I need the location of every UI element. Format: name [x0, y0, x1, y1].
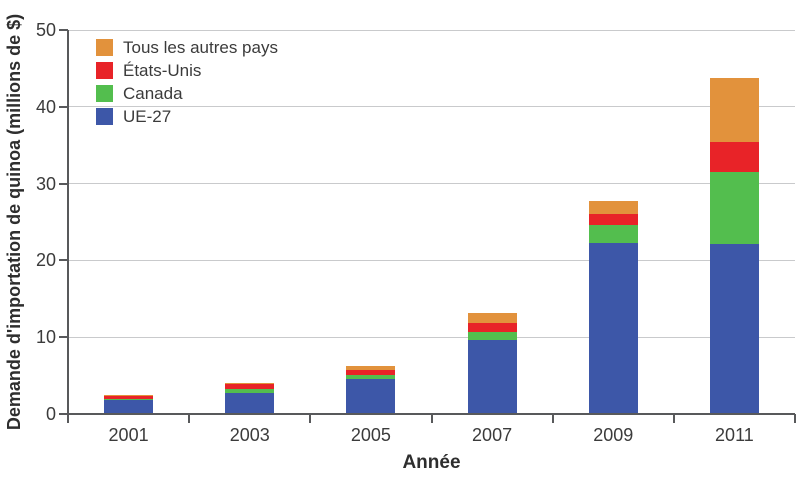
bar-2005: [346, 30, 396, 414]
y-tick-label-20: 20: [35, 250, 56, 271]
x-tick-4: [551, 414, 554, 423]
y-axis-title: Demande d'importation de quinoa (million…: [4, 13, 24, 431]
x-tick-label-2001: 2001: [108, 425, 149, 445]
y-tick-label-0: 0: [45, 404, 56, 424]
bar-2001: [104, 30, 154, 414]
legend-label-UE-27: UE-27: [123, 107, 172, 126]
bar-segment-2011-Tous les autres pays: [709, 78, 759, 143]
bar-segment-2003-Tous les autres pays: [225, 382, 275, 384]
bar-segment-2003-Canada: [225, 389, 275, 393]
bar-segment-2011-États-Unis: [709, 142, 759, 173]
legend-swatch-États-Unis: [96, 62, 113, 79]
y-tick-40: [59, 105, 68, 108]
bar-2007: [467, 30, 517, 414]
x-tick-label-2007: 2007: [472, 425, 513, 445]
legend-swatch-Canada: [96, 85, 113, 102]
y-tick-label-50: 50: [35, 20, 56, 40]
x-tick-label-2009: 2009: [593, 425, 634, 445]
y-tick-30: [59, 182, 68, 185]
x-tick-label-2005: 2005: [350, 425, 391, 445]
bar-segment-2007-Tous les autres pays: [467, 312, 517, 323]
bar-segment-2003-UE-27: [225, 392, 275, 414]
gridline-40: [68, 106, 795, 108]
x-tick-label-2003: 2003: [229, 425, 270, 445]
x-tick-5: [672, 414, 675, 423]
x-tick-2: [309, 414, 312, 423]
bar-segment-2005-UE-27: [346, 378, 396, 414]
bar-segment-2005-Tous les autres pays: [346, 365, 396, 371]
legend-label-Tous les autres pays: Tous les autres pays: [123, 38, 278, 57]
y-tick-label-10: 10: [35, 327, 56, 348]
x-tick-0: [67, 414, 69, 423]
bar-2003: [225, 30, 275, 414]
bar-segment-2009-UE-27: [588, 242, 638, 414]
bar-segment-2005-États-Unis: [346, 370, 396, 375]
plot-area: Tous les autres pays États-Unis Canada UE-2…: [59, 29, 796, 423]
x-tick-3: [430, 414, 433, 423]
x-tick-6: [794, 414, 796, 423]
bar-segment-2011-UE-27: [709, 243, 759, 414]
bar-segment-2001-États-Unis: [104, 396, 154, 399]
y-tick-20: [59, 259, 68, 262]
gridline-10: [68, 336, 795, 338]
y-tick-label-40: 40: [35, 96, 56, 117]
y-axis-line: [67, 30, 69, 414]
bar-segment-2001-Canada: [104, 398, 154, 401]
x-tick-1: [188, 414, 191, 423]
bar-segment-2001-UE-27: [104, 400, 154, 414]
bar-2009: [588, 30, 638, 414]
y-tick-0: [59, 413, 68, 415]
bar-segment-2007-Canada: [467, 331, 517, 340]
bar-segment-2005-Canada: [346, 374, 396, 379]
gridline-30: [68, 183, 795, 185]
bar-segment-2009-États-Unis: [588, 214, 638, 226]
y-tick-10: [59, 336, 68, 339]
x-tick-label-2011: 2011: [715, 425, 754, 445]
legend-label-Canada: Canada: [123, 84, 183, 103]
bar-2011: [709, 30, 759, 414]
bar-segment-2011-Canada: [709, 172, 759, 244]
y-tick-50: [59, 29, 68, 31]
y-tick-label-30: 30: [35, 173, 56, 194]
bar-segment-2007-UE-27: [467, 339, 517, 414]
legend-swatch-UE-27: [96, 108, 113, 125]
legend-swatch-Tous les autres pays: [96, 39, 113, 56]
bar-segment-2007-États-Unis: [467, 322, 517, 332]
legend-label-États-Unis: États-Unis: [123, 61, 202, 80]
gridline-50: [68, 29, 795, 31]
x-axis-title: Année: [402, 452, 461, 473]
gridline-20: [68, 259, 795, 261]
bar-segment-2009-Tous les autres pays: [588, 200, 638, 215]
bar-segment-2003-États-Unis: [225, 383, 275, 390]
bar-segment-2009-Canada: [588, 225, 638, 243]
bar-segment-2001-Tous les autres pays: [104, 395, 154, 397]
